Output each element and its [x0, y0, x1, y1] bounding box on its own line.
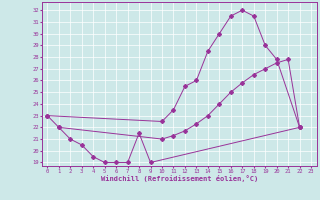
X-axis label: Windchill (Refroidissement éolien,°C): Windchill (Refroidissement éolien,°C) — [100, 175, 258, 182]
